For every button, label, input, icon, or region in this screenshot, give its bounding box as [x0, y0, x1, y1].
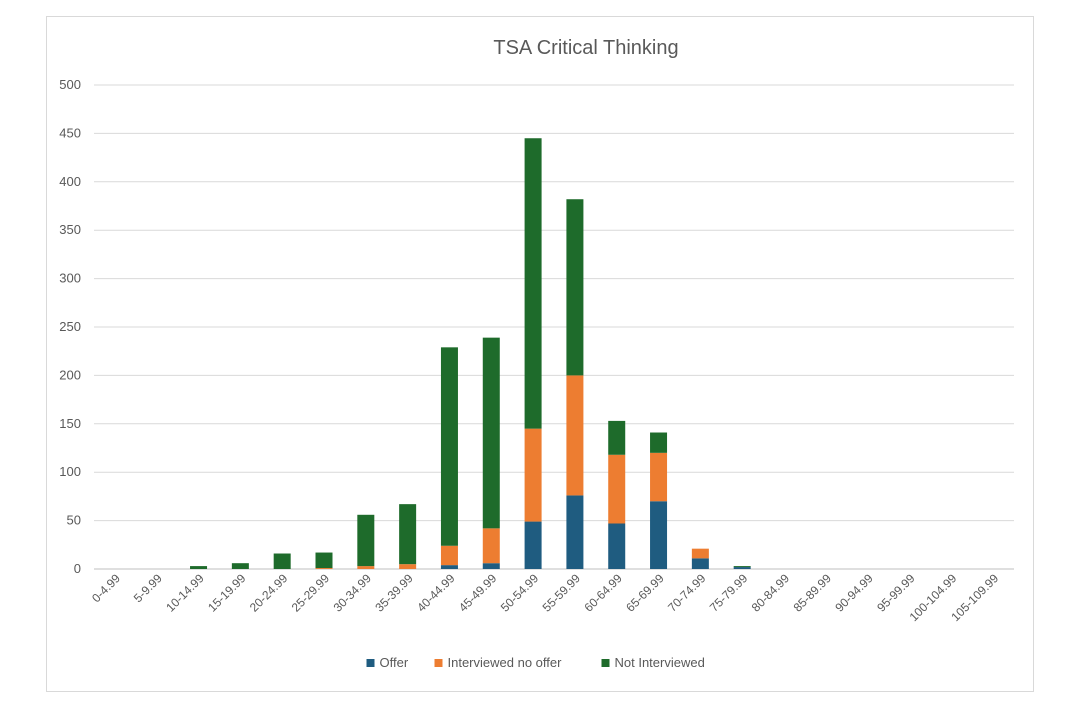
bar-segment — [399, 504, 417, 565]
bar-segment — [566, 375, 584, 496]
y-tick-label: 400 — [59, 174, 81, 189]
x-tick-label: 55-59.99 — [540, 571, 584, 615]
legend-swatch — [366, 659, 375, 667]
bar-segment — [608, 523, 626, 569]
bar-segment — [273, 553, 291, 569]
bar-segment — [566, 495, 584, 569]
bar-segment — [650, 452, 668, 502]
y-tick-label: 150 — [59, 416, 81, 431]
chart-frame: TSA Critical Thinking 0 50 100 150 200 250 300… — [46, 16, 1034, 692]
legend-label: Offer — [380, 655, 409, 670]
x-tick-label: 80-84.99 — [749, 571, 793, 615]
bar-segment — [566, 199, 584, 376]
y-tick-label: 350 — [59, 222, 81, 237]
bar-segment — [440, 545, 458, 566]
legend-swatch — [601, 659, 610, 667]
gridlines — [94, 84, 1014, 570]
bar-segment — [524, 428, 542, 522]
bar-segment — [315, 568, 333, 569]
bar-segment — [482, 528, 500, 564]
x-tick-label: 30-34.99 — [331, 571, 375, 615]
chart-title: TSA Critical Thinking — [493, 37, 678, 59]
x-tick-label: 45-49.99 — [456, 571, 500, 615]
x-tick-label: 90-94.99 — [832, 571, 876, 615]
y-tick-label: 250 — [59, 319, 81, 334]
chart-svg: TSA Critical Thinking 0 50 100 150 200 250 300… — [59, 37, 1014, 670]
bar-segment — [524, 521, 542, 569]
y-tick-label: 0 — [74, 561, 81, 576]
x-tick-label: 85-89.99 — [791, 571, 835, 615]
x-tick-label: 40-44.99 — [414, 571, 458, 615]
x-tick-label: 75-79.99 — [707, 571, 751, 615]
bar-segment — [482, 337, 500, 529]
bar-segment — [190, 566, 208, 569]
x-axis: 0-4.99 5-9.9910-14.9915-19.9920-24.9925-2… — [89, 571, 1001, 624]
x-tick-label: 5-9.99 — [131, 571, 165, 605]
bar-segment — [650, 432, 668, 453]
y-axis: 0 50 100 150 200 250 300 350 400 450 500 — [59, 77, 81, 576]
bar-segment — [482, 563, 500, 569]
legend: Offer Interviewed no offer Not Interviewed — [366, 655, 705, 670]
x-tick-label: 70-74.99 — [665, 571, 709, 615]
y-tick-label: 500 — [59, 77, 81, 92]
bar-segment — [691, 558, 709, 569]
y-tick-label: 450 — [59, 125, 81, 140]
legend-label: Not Interviewed — [615, 655, 705, 670]
bar-segment — [524, 138, 542, 429]
y-tick-label: 200 — [59, 367, 81, 382]
legend-swatch — [434, 659, 443, 667]
x-tick-label: 15-19.99 — [205, 571, 249, 615]
legend-label: Interviewed no offer — [448, 655, 563, 670]
x-tick-label: 25-29.99 — [289, 571, 333, 615]
bar-segment — [440, 347, 458, 546]
bar-segment — [231, 563, 249, 569]
bar-segment — [399, 564, 417, 569]
bar-segment — [691, 548, 709, 559]
bar-segment — [357, 514, 375, 567]
bar-segment — [650, 501, 668, 569]
x-tick-label: 10-14.99 — [163, 571, 207, 615]
x-tick-label: 60-64.99 — [581, 571, 625, 615]
y-tick-label: 300 — [59, 271, 81, 286]
bar-segment — [315, 552, 333, 569]
bar-segment — [357, 566, 375, 569]
bar-segment — [608, 420, 626, 455]
x-tick-label: 50-54.99 — [498, 571, 542, 615]
bars — [190, 138, 751, 569]
y-tick-label: 50 — [67, 513, 81, 528]
y-tick-label: 100 — [59, 464, 81, 479]
x-tick-label: 65-69.99 — [623, 571, 667, 615]
x-tick-label: 0-4.99 — [89, 571, 123, 605]
bar-segment — [733, 566, 751, 568]
x-tick-label: 35-39.99 — [372, 571, 416, 615]
bar-segment — [608, 454, 626, 524]
bar-segment — [733, 567, 751, 569]
x-tick-label: 20-24.99 — [247, 571, 291, 615]
bar-segment — [440, 565, 458, 569]
